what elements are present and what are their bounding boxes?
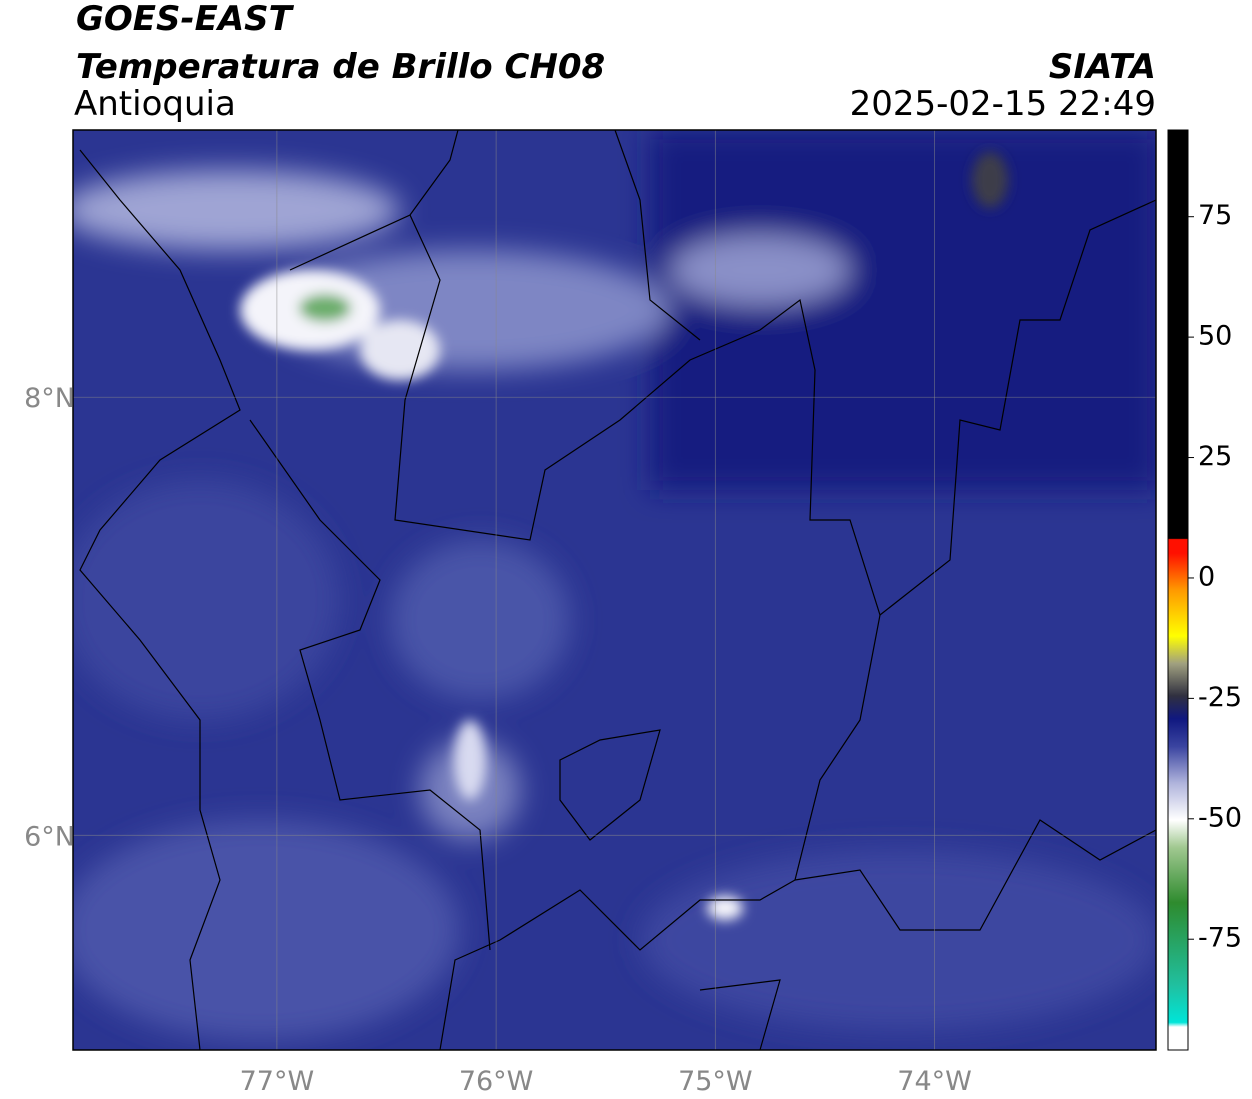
colorbar-tick-label: 50 (1198, 321, 1232, 352)
colorbar-tick-label: -25 (1198, 682, 1242, 713)
source: SIATA (1049, 47, 1156, 87)
x-tick-label: 77°W (240, 1066, 315, 1097)
y-tick-label: 6°N (24, 821, 75, 852)
region: Antioquia (74, 84, 236, 124)
datetime: 2025-02-15 22:49 (850, 84, 1156, 124)
x-tick-label: 74°W (897, 1066, 972, 1097)
map-frame (72, 129, 1157, 1051)
x-tick-label: 75°W (678, 1066, 753, 1097)
colorbar-tick-label: 25 (1198, 441, 1232, 472)
colorbar (1167, 129, 1189, 1051)
subtitle: Temperatura de Brillo CH08 (76, 47, 605, 87)
colorbar-tick-label: -75 (1198, 923, 1242, 954)
title: GOES-EAST (76, 0, 295, 39)
x-tick-label: 76°W (459, 1066, 534, 1097)
colorbar-tick-label: 75 (1198, 200, 1232, 231)
colorbar-tick-label: 0 (1198, 561, 1215, 592)
y-tick-label: 8°N (24, 383, 75, 414)
grid (73, 130, 1156, 1050)
map-image (73, 130, 1156, 1050)
colorbar-tick-label: -50 (1198, 802, 1242, 833)
